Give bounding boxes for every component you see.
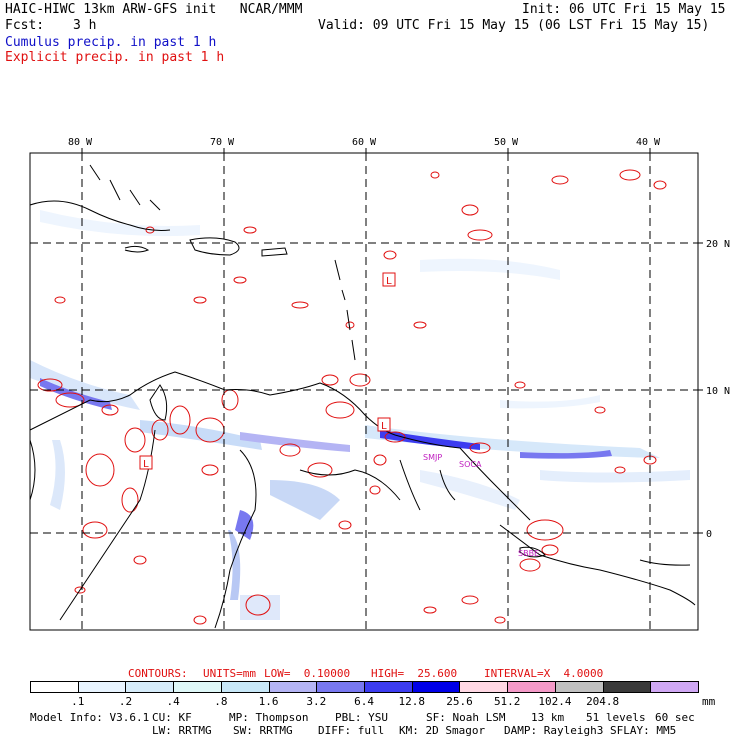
- colorbar-swatch: [364, 681, 413, 693]
- field-cumulus-label: Cumulus precip. in past 1 h: [5, 35, 217, 50]
- contours-interval: INTERVAL=X 4.0000: [484, 667, 604, 680]
- lon-label-50w: 50 W: [494, 137, 519, 148]
- colorbar-tick-label: 25.6: [446, 695, 473, 708]
- colorbar-tick-label: .8: [214, 695, 228, 708]
- lon-label-70w: 70 W: [210, 137, 235, 148]
- low-markers: [139, 272, 396, 470]
- footer-diff: DIFF: full: [318, 724, 385, 737]
- station-soca: SOCA: [459, 460, 482, 469]
- footer-pbl: PBL: YSU: [335, 711, 388, 724]
- colorbar-swatch: [220, 681, 270, 693]
- colorbar-swatch: [173, 681, 222, 693]
- footer-sw: SW: RRTMG: [233, 724, 293, 737]
- contours-prefix: CONTOURS:: [128, 667, 188, 680]
- colorbar-swatch: [507, 681, 556, 693]
- lat-label-20n: 20 N: [706, 239, 730, 250]
- model-title: HAIC-HIWC 13km ARW-GFS init NCAR/MMM: [5, 2, 303, 17]
- colorbar-tick-label: 12.8: [398, 695, 426, 708]
- station-smjp: SMJP: [423, 453, 442, 462]
- colorbar-tick-label: .4: [166, 695, 180, 708]
- colorbar-swatch: [650, 681, 699, 693]
- colorbar-swatch: [77, 681, 127, 693]
- colorbar-swatch: [316, 681, 365, 693]
- footer-km: KM: 2D Smagor: [399, 724, 486, 737]
- frame-ticks: [81, 148, 703, 534]
- contours-high: HIGH= 25.600: [371, 667, 458, 680]
- colorbar-tick-label: 3.2: [306, 695, 327, 708]
- lat-label-0: 0: [706, 529, 712, 540]
- footer-res: 13 km: [531, 711, 565, 724]
- low-marker-3: L: [143, 459, 149, 470]
- valid-time: Valid: 09 UTC Fri 15 May 15 (06 LST Fri …: [318, 18, 710, 33]
- colorbar-swatch: [554, 681, 604, 693]
- cumulus-precip-shading: [30, 210, 690, 620]
- footer-sflay: SFLAY: MM5: [610, 724, 677, 737]
- footer-damp: DAMP: Rayleigh3: [504, 724, 604, 737]
- low-marker-2: L: [381, 421, 387, 432]
- colorbar-tick-label: 204.8: [586, 695, 620, 708]
- contours-units: UNITS=mm: [203, 667, 256, 680]
- lon-label-80w: 80 W: [68, 137, 93, 148]
- colorbar-tick-label: 6.4: [354, 695, 374, 708]
- footer-cu: CU: KF: [152, 711, 192, 724]
- forecast-label: Fcst:: [5, 18, 45, 33]
- colorbar-units: mm: [702, 695, 716, 708]
- colorbar-swatch: [125, 681, 175, 693]
- footer-dt: 60 sec: [655, 711, 695, 724]
- lat-lon-grid: [30, 153, 698, 630]
- footer-lw: LW: RRTMG: [152, 724, 212, 737]
- map-frame: [29, 152, 699, 631]
- colorbar-tick-label: 1.6: [258, 695, 279, 708]
- station-sbbe: SBBE: [518, 549, 539, 558]
- lon-label-60w: 60 W: [352, 137, 377, 148]
- colorbar-tick-label: .1: [71, 695, 85, 708]
- colorbar-swatch: [602, 681, 652, 693]
- lat-label-10n: 10 N: [706, 386, 730, 397]
- forecast-hours: 3 h: [73, 18, 97, 33]
- colorbar-tick-label: 102.4: [538, 695, 572, 708]
- low-marker-1: L: [386, 276, 392, 287]
- colorbar-tick-label: 51.2: [493, 695, 521, 708]
- colorbar-swatch: [30, 681, 79, 693]
- colorbar-tick-label: .2: [118, 695, 133, 708]
- field-explicit-label: Explicit precip. in past 1 h: [5, 50, 225, 65]
- lon-label-40w: 40 W: [636, 137, 661, 148]
- contours-low: LOW= 0.10000: [264, 667, 351, 680]
- colorbar-swatch: [459, 681, 509, 693]
- footer-model-info: Model Info: V3.6.1: [30, 711, 150, 724]
- footer-mp: MP: Thompson: [229, 711, 309, 724]
- coastlines: [29, 164, 696, 629]
- explicit-precip-contours: [37, 169, 667, 625]
- footer-sf: SF: Noah LSM: [426, 711, 506, 724]
- init-time: Init: 06 UTC Fri 15 May 15: [522, 2, 726, 17]
- footer-levels: 51 levels: [586, 711, 646, 724]
- colorbar-swatch: [411, 681, 461, 693]
- colorbar-swatch: [268, 681, 318, 693]
